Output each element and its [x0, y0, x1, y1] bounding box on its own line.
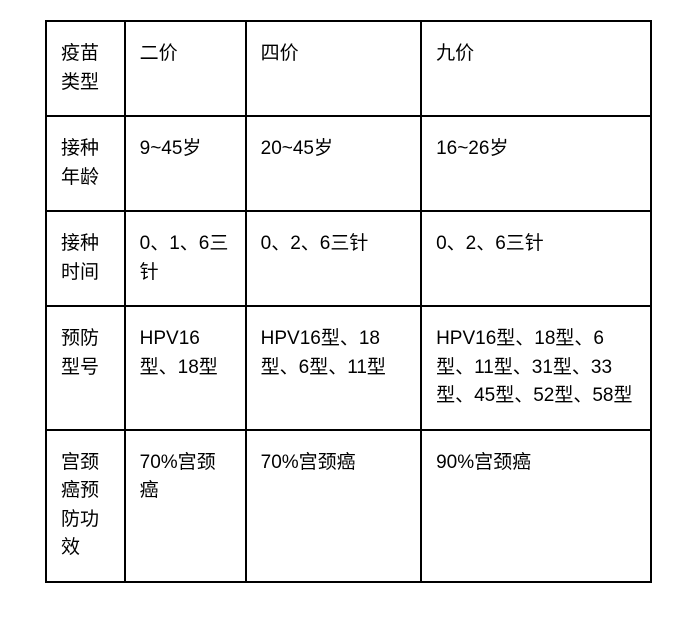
table-cell: HPV16型、18型、6型、11型	[246, 306, 421, 430]
table-row: 接种时间 0、1、6三针 0、2、6三针 0、2、6三针	[46, 211, 651, 306]
column-header-type: 疫苗类型	[46, 21, 125, 116]
table-cell: 0、2、6三针	[421, 211, 651, 306]
table-header-row: 疫苗类型 二价 四价 九价	[46, 21, 651, 116]
table-cell: 70%宫颈癌	[246, 430, 421, 582]
table-row: 宫颈癌预防功效 70%宫颈癌 70%宫颈癌 90%宫颈癌	[46, 430, 651, 582]
column-header-quadrivalent: 四价	[246, 21, 421, 116]
table-cell: 9~45岁	[125, 116, 246, 211]
row-header-prevention-types: 预防型号	[46, 306, 125, 430]
table-cell: 90%宫颈癌	[421, 430, 651, 582]
table-row: 预防型号 HPV16型、18型 HPV16型、18型、6型、11型 HPV16型…	[46, 306, 651, 430]
table-row: 接种年龄 9~45岁 20~45岁 16~26岁	[46, 116, 651, 211]
column-header-bivalent: 二价	[125, 21, 246, 116]
table-cell: 16~26岁	[421, 116, 651, 211]
row-header-efficacy: 宫颈癌预防功效	[46, 430, 125, 582]
vaccine-comparison-table: 疫苗类型 二价 四价 九价 接种年龄 9~45岁 20~45岁 16~26岁 接…	[45, 20, 652, 583]
row-header-schedule: 接种时间	[46, 211, 125, 306]
table-cell: 0、1、6三针	[125, 211, 246, 306]
column-header-nonavalent: 九价	[421, 21, 651, 116]
table-cell: HPV16型、18型	[125, 306, 246, 430]
table-cell: 20~45岁	[246, 116, 421, 211]
table-cell: HPV16型、18型、6型、11型、31型、33型、45型、52型、58型	[421, 306, 651, 430]
row-header-age: 接种年龄	[46, 116, 125, 211]
table-cell: 0、2、6三针	[246, 211, 421, 306]
table-cell: 70%宫颈癌	[125, 430, 246, 582]
